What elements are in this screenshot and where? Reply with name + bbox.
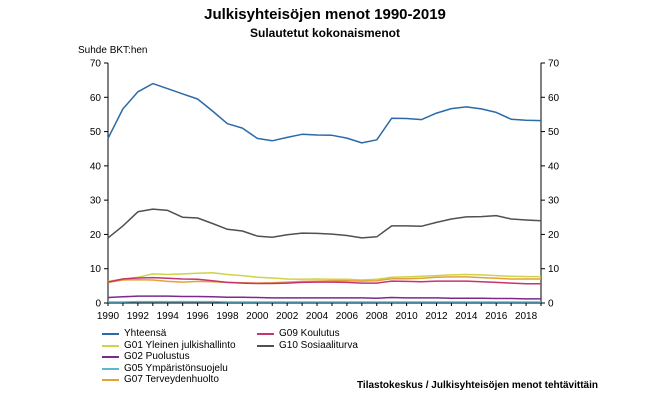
y-tick-label-right: 40 xyxy=(548,161,560,172)
x-tick-label: 1996 xyxy=(186,311,209,322)
y-tick-label-right: 20 xyxy=(548,230,560,241)
series-line-4 xyxy=(107,276,541,284)
x-tick-label: 2016 xyxy=(485,311,508,322)
y-tick-label-left: 70 xyxy=(90,59,102,70)
series-line-6 xyxy=(107,208,542,239)
series-lines xyxy=(107,82,542,303)
y-axis-label: Suhde BKT:hen xyxy=(78,45,148,56)
y-tick-label-right: 0 xyxy=(548,299,554,310)
y-tick-label-left: 50 xyxy=(90,127,102,138)
legend-label: G07 Terveydenhuolto xyxy=(124,374,219,385)
y-tick-label-right: 30 xyxy=(548,196,560,207)
x-tick-label: 2014 xyxy=(455,311,478,322)
y-tick-label-left: 40 xyxy=(90,161,102,172)
legend-swatch xyxy=(257,333,274,335)
legend-swatch xyxy=(102,333,119,335)
legend-swatch xyxy=(102,356,119,358)
y-tick-label-left: 10 xyxy=(90,264,102,275)
legend-label: G02 Puolustus xyxy=(124,351,190,362)
series-line-5 xyxy=(107,276,541,285)
legend-label: G09 Koulutus xyxy=(279,328,340,339)
x-tick-label: 1992 xyxy=(127,311,150,322)
legend-label: Yhteensä xyxy=(124,328,167,339)
legend-label: G01 Yleinen julkishallinto xyxy=(124,339,236,351)
x-tick-label: 1994 xyxy=(157,311,180,322)
y-tick-label-right: 50 xyxy=(548,127,560,138)
series-line-2 xyxy=(107,295,541,300)
y-tick-label-left: 0 xyxy=(95,299,101,310)
x-tick-label: 2008 xyxy=(366,311,389,322)
x-tick-label: 1998 xyxy=(216,311,239,322)
source-note: Tilastokeskus / Julkisyhteisöjen menot t… xyxy=(356,380,598,391)
y-tick-label-left: 30 xyxy=(90,196,102,207)
x-tick-label: 2012 xyxy=(425,311,448,322)
legend-swatch xyxy=(102,344,119,347)
legend-label: G05 Ympäristönsuojelu xyxy=(124,362,228,374)
x-tick-label: 2010 xyxy=(395,311,418,322)
y-tick-label-right: 60 xyxy=(548,93,560,104)
x-tick-label: 2002 xyxy=(276,311,299,322)
y-tick-label-left: 20 xyxy=(90,230,102,241)
y-tick-label-left: 60 xyxy=(90,93,102,104)
x-tick-label: 2018 xyxy=(515,311,538,322)
series-line-1 xyxy=(107,272,541,283)
x-tick-label: 1990 xyxy=(97,311,120,322)
chart-title: Julkisyhteisöjen menot 1990-2019 xyxy=(204,6,446,23)
x-tick-label: 2006 xyxy=(336,311,359,322)
y-tick-label-right: 70 xyxy=(548,59,560,70)
legend-swatch xyxy=(102,379,119,381)
legend-swatch xyxy=(102,367,119,370)
legend-label: G10 Sosiaaliturva xyxy=(279,339,358,351)
legend-swatch xyxy=(257,344,274,347)
axis-ticks: 0 0 10 10 20 20 30 30 40 40 50 50 60 60 70 70 1990 1992 19… xyxy=(90,59,560,323)
chart-subtitle: Sulautetut kokonaismenot xyxy=(249,26,401,40)
x-tick-label: 2004 xyxy=(306,311,329,322)
series-line-0 xyxy=(107,82,542,144)
x-tick-label: 2000 xyxy=(246,311,269,322)
y-tick-label-right: 10 xyxy=(548,264,560,275)
